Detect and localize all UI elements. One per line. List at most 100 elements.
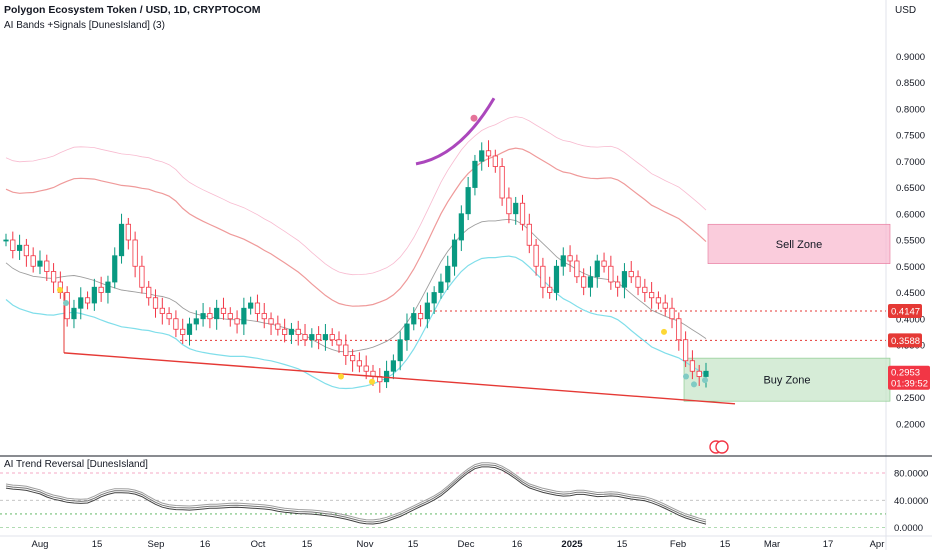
candle-body [302, 334, 308, 341]
time-tick-label: Feb [670, 539, 686, 550]
time-tick-label: Mar [764, 539, 780, 550]
signal-dot [683, 373, 689, 380]
candle-body [316, 334, 322, 341]
signal-arc [415, 97, 496, 166]
candle-body [513, 202, 519, 215]
time-tick-label: Oct [251, 539, 266, 550]
candle-body [336, 339, 342, 346]
candle-body [397, 339, 403, 362]
price-tick-label: 0.6000 [896, 209, 925, 220]
candle-body [533, 244, 539, 267]
candle-body [44, 260, 50, 272]
candle-body [567, 255, 573, 262]
candle-body [125, 223, 131, 241]
osc-tick-label: 40.0000 [894, 496, 928, 507]
candle-body [50, 271, 57, 283]
last-price-tag [888, 365, 930, 390]
price-tick-label: 0.5000 [896, 262, 925, 273]
candle-body [227, 313, 233, 320]
candle-body [383, 370, 390, 383]
time-tick-label: 2025 [561, 539, 583, 550]
candle-body [282, 328, 288, 335]
candle-body [350, 355, 356, 362]
candle-body [655, 297, 662, 304]
candle-body [112, 255, 118, 283]
price-tick-label: 0.4500 [896, 288, 925, 299]
currency-label: USD [895, 5, 917, 16]
candle-body [451, 239, 458, 267]
time-tick-label: Nov [357, 539, 374, 550]
candle-body [424, 302, 430, 320]
candle-body [615, 281, 621, 288]
price-tick-label: 0.8000 [896, 104, 925, 115]
candle-body [159, 307, 165, 314]
candle-body [105, 281, 111, 293]
price-tick-label: 0.4000 [896, 314, 925, 325]
time-tick-label: 15 [92, 539, 103, 550]
candle-body [649, 292, 655, 299]
candle-body [465, 187, 471, 215]
annotations [57, 97, 736, 454]
outer-band [5, 116, 707, 276]
candle-body [404, 323, 410, 341]
signal-dot [661, 328, 667, 335]
candle-body [98, 286, 104, 293]
signal-dot [369, 378, 375, 385]
time-tick-label: 17 [823, 539, 834, 550]
candle-body [390, 360, 396, 372]
candle-body [322, 334, 329, 341]
candle-body [207, 313, 213, 320]
price-tick-label: 0.5500 [896, 236, 925, 247]
events-icon [715, 440, 729, 454]
price-axis[interactable]: 0.9000 0.8500 0.8000 0.7500 0.7000 0.6500 0.60… [888, 52, 930, 431]
candle-body [193, 318, 199, 325]
candle-body [248, 302, 254, 309]
candle-body [683, 339, 689, 362]
candle-body [180, 328, 186, 335]
level-tag [888, 333, 922, 348]
candle-body [669, 307, 675, 320]
candle-body [10, 239, 16, 251]
candle-body [581, 276, 587, 288]
time-axis[interactable]: Aug 15 Sep 16 Oct 15 Nov 15 Dec 16 2025 15 Feb 15 Mar 1… [0, 535, 932, 550]
time-tick-label: Aug [32, 539, 49, 550]
candle-body [506, 197, 512, 215]
signal-dot [691, 381, 697, 388]
sell-zone [707, 223, 891, 264]
buy-zone-label: Buy Zone [763, 375, 810, 387]
price-tick-label: 0.9000 [896, 52, 925, 63]
sell-zone-label: Sell Zone [776, 239, 822, 251]
candle-body [642, 286, 648, 293]
candle-body [540, 265, 546, 288]
indicator-label: AI Bands +Signals [DunesIsland] (3) [4, 20, 165, 31]
candle-body [519, 202, 526, 225]
candle-body [3, 239, 9, 242]
candle-body [438, 281, 444, 293]
candle-body [676, 318, 682, 341]
time-tick-label: Dec [458, 539, 475, 550]
signal-dot [338, 373, 344, 380]
candle-body [234, 318, 240, 325]
ai-bands [5, 116, 707, 390]
candle-body [186, 323, 193, 335]
candle-body [445, 265, 451, 283]
candle-body [84, 297, 91, 304]
level-tag [888, 304, 922, 319]
signal-dot [63, 300, 69, 306]
candle-body [574, 260, 580, 278]
level-tag-label: 0.3588 [891, 336, 920, 347]
price-tick-label: 0.8500 [896, 78, 925, 89]
signal-dot [702, 377, 708, 384]
candle-body [689, 360, 696, 372]
mid-band [5, 218, 707, 353]
oscillator-title: AI Trend Reversal [DunesIsland] [4, 459, 148, 470]
candle-body [492, 155, 498, 167]
candle-body [268, 318, 274, 325]
candle-body [499, 166, 505, 199]
candle-body [23, 244, 29, 257]
candle-body [16, 244, 23, 251]
candle-body [132, 239, 138, 267]
signal-dot [57, 286, 63, 293]
candle-body [139, 265, 145, 288]
